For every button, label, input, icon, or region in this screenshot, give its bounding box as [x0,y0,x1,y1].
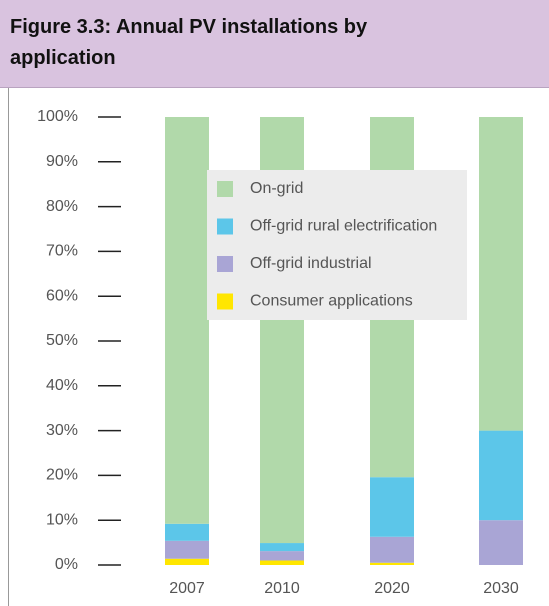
legend-label: On-grid [250,180,303,197]
y-tick-label: 50% [46,332,78,349]
x-tick-label: 2010 [264,580,300,597]
bar-segment [260,551,304,561]
y-tick-label: 90% [46,153,78,170]
legend-label: Off-grid industrial [250,255,372,272]
x-tick-label: 2030 [483,580,519,597]
y-tick-label: 70% [46,243,78,260]
bar-segment [479,117,523,431]
y-tick-label: 0% [55,556,78,573]
bar-segment [479,520,523,565]
bar-segment [370,562,414,565]
y-tick-label: 10% [46,511,78,528]
legend-swatch [217,218,233,235]
x-tick-label: 2020 [374,580,410,597]
bar-segment [165,117,209,524]
y-tick-label: 60% [46,287,78,304]
y-tick-label: 30% [46,422,78,439]
y-tick-label: 100% [37,108,78,125]
legend-swatch [217,181,233,197]
bar-segment [479,430,523,521]
chart-title: Figure 3.3: Annual PV installations by a… [10,16,368,69]
legend-box [207,170,467,320]
bar-segment [165,540,209,559]
legend-label: Off-grid rural electrification [250,218,437,235]
legend-swatch [217,256,233,272]
y-tick-label: 20% [46,467,78,484]
title-band: Figure 3.3: Annual PV installations by a… [0,0,549,88]
legend-swatch [217,293,233,310]
bar-segment [370,536,414,563]
y-tick-label: 80% [46,198,78,215]
bar-segment [165,523,209,541]
bar-segment [370,477,414,537]
y-tick-label: 40% [46,377,78,394]
bar-segment [165,558,209,565]
legend-label: Consumer applications [250,293,413,310]
bar-segment [260,543,304,552]
bar-segment [260,560,304,565]
x-tick-label: 2007 [169,580,205,597]
